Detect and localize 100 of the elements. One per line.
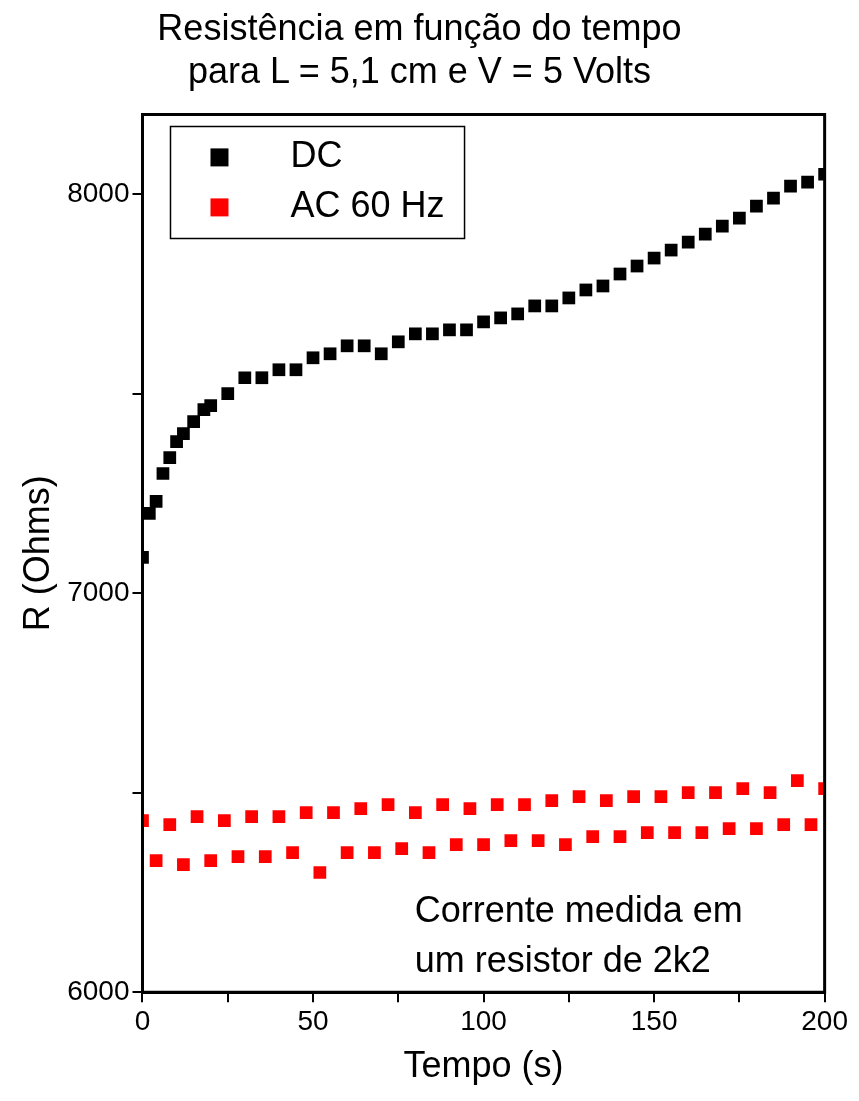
point <box>163 451 177 464</box>
point <box>289 363 303 377</box>
point <box>426 327 439 341</box>
y-tick-label: 6000 <box>67 974 130 1006</box>
point <box>286 846 299 859</box>
point <box>695 826 709 839</box>
point <box>477 838 490 851</box>
point <box>357 339 371 353</box>
point <box>272 810 286 823</box>
point <box>572 790 586 804</box>
point <box>490 798 504 812</box>
point <box>306 351 320 365</box>
point <box>518 798 531 812</box>
legend-label: AC 60 Hz <box>290 184 445 226</box>
point <box>238 371 252 385</box>
point <box>562 291 576 305</box>
point <box>640 826 654 839</box>
point <box>777 818 791 831</box>
y-axis-title: R (Ohms) <box>15 475 57 632</box>
y-tick-label: 8000 <box>67 176 130 208</box>
point <box>736 782 750 796</box>
point <box>627 790 640 804</box>
point <box>149 854 163 867</box>
point <box>368 846 381 859</box>
point <box>163 818 177 831</box>
point <box>681 786 695 800</box>
point <box>313 866 327 879</box>
point <box>709 786 722 800</box>
point <box>654 790 668 804</box>
x-axis-title: Tempo (s) <box>403 1044 564 1086</box>
point <box>784 179 797 193</box>
point <box>531 834 545 847</box>
point <box>422 846 436 859</box>
point <box>187 415 201 428</box>
point <box>381 798 395 812</box>
point <box>460 323 473 337</box>
point <box>255 371 269 385</box>
point <box>504 834 518 847</box>
y-tick-label: 7000 <box>67 575 130 607</box>
point <box>177 427 190 440</box>
x-tick-label: 50 <box>297 1004 329 1036</box>
point <box>221 387 235 401</box>
x-tick-label: 200 <box>801 1004 848 1036</box>
point <box>217 814 231 827</box>
point <box>245 810 258 823</box>
x-tick-label: 0 <box>134 1004 151 1036</box>
x-tick-label: 150 <box>630 1004 678 1036</box>
point <box>327 806 340 820</box>
point <box>272 363 286 377</box>
point <box>204 854 218 867</box>
point <box>340 339 354 353</box>
x-tick-label: 100 <box>460 1004 507 1036</box>
point <box>698 227 712 241</box>
point <box>613 830 627 843</box>
point <box>477 315 490 329</box>
point <box>586 830 600 843</box>
point <box>354 802 368 816</box>
point <box>142 507 156 520</box>
point <box>545 299 559 313</box>
point <box>408 806 422 820</box>
point <box>391 335 405 349</box>
point <box>722 822 736 835</box>
point <box>545 794 559 808</box>
point <box>395 842 409 855</box>
point <box>733 211 746 225</box>
point <box>408 327 422 341</box>
point <box>750 199 763 213</box>
point <box>436 798 449 812</box>
point <box>204 399 218 413</box>
point <box>790 774 804 788</box>
point <box>374 347 388 361</box>
point <box>750 822 763 835</box>
point <box>340 846 354 859</box>
point <box>668 826 681 839</box>
point <box>443 323 456 337</box>
point <box>494 311 507 325</box>
point <box>449 838 463 851</box>
point <box>323 347 337 361</box>
point <box>599 794 613 808</box>
point <box>149 495 163 508</box>
point <box>681 235 695 249</box>
point <box>156 467 170 480</box>
point <box>463 802 477 816</box>
point <box>559 838 572 851</box>
annotation: Corrente medida em um resistor de 2k2 <box>414 889 743 981</box>
point <box>801 175 814 189</box>
point <box>763 786 777 800</box>
point <box>664 243 678 257</box>
point <box>190 810 204 823</box>
point <box>258 850 272 863</box>
point <box>299 806 313 820</box>
point <box>767 191 780 205</box>
chart-title: Resistência em função do tempo para L = 5,1 cm e V = 5 Volts <box>157 6 682 91</box>
point <box>804 818 818 831</box>
point <box>715 219 729 233</box>
point <box>177 858 190 871</box>
point <box>528 299 542 313</box>
point <box>511 307 525 321</box>
point <box>231 850 245 863</box>
legend-label: DC <box>290 134 343 176</box>
